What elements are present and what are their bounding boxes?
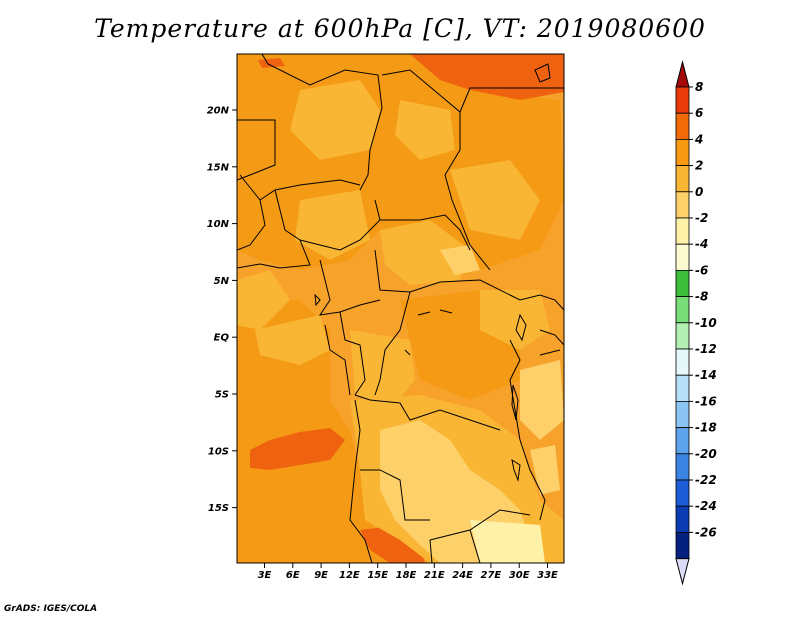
lon-tick-label: 18E (396, 570, 417, 581)
colorbar-swatch (675, 86, 690, 114)
colorbar-swatch (675, 322, 690, 350)
longitude-axis: 3E 6E 9E 12E 15E 18E 21E 24E 27E 30E 33E (258, 563, 558, 581)
lat-tick-label: 15N (207, 162, 230, 173)
colorbar-swatch (675, 348, 690, 376)
colorbar-label: -12 (695, 342, 717, 356)
colorbar-swatch (675, 269, 690, 297)
colorbar-top-arrow (675, 60, 690, 88)
colorbar-label: 6 (695, 106, 703, 120)
colorbar-bottom-arrow (675, 558, 690, 586)
colorbar-label: -22 (695, 473, 717, 487)
country-boundaries (237, 54, 564, 563)
colorbar-label: -20 (695, 447, 717, 461)
lon-tick-label: 27E (481, 570, 502, 581)
lat-tick-label: EQ (214, 333, 230, 344)
lat-tick-label: 10S (208, 446, 229, 457)
colorbar-label: 4 (694, 132, 703, 146)
colorbar-label: -26 (695, 525, 717, 539)
lon-tick-label: 30E (509, 570, 530, 581)
colorbar-label: -2 (695, 211, 708, 225)
temperature-field (237, 54, 564, 563)
lon-tick-label: 6E (286, 570, 300, 581)
lat-tick-label: 5N (214, 276, 230, 287)
colorbar: 8 6 4 2 0 -2 -4 -6 -8 -10 -12 -14 -16 -18 -20 -22 -24 -26 (675, 60, 717, 586)
latitude-axis: 20N 15N 10N 5N EQ 5S 10S 15S (207, 106, 237, 514)
colorbar-swatch (675, 453, 690, 481)
lon-tick-label: 21E (424, 570, 445, 581)
colorbar-label: -4 (695, 237, 708, 251)
colorbar-swatch (675, 479, 690, 507)
lon-tick-label: 3E (258, 570, 272, 581)
colorbar-label: -14 (695, 368, 717, 382)
colorbar-label: 8 (695, 80, 703, 94)
lat-tick-label: 15S (208, 503, 229, 514)
colorbar-label: 0 (695, 185, 703, 199)
lat-tick-label: 20N (207, 106, 230, 117)
colorbar-label: -18 (695, 421, 717, 435)
lon-tick-label: 12E (339, 570, 360, 581)
colorbar-swatch (675, 296, 690, 324)
colorbar-label: -10 (695, 316, 717, 330)
lon-tick-label: 15E (367, 570, 388, 581)
colorbar-swatch (675, 191, 690, 219)
colorbar-label: 2 (695, 159, 703, 173)
colorbar-swatch (675, 165, 690, 193)
colorbar-swatch (675, 400, 690, 428)
map-frame (236, 53, 565, 564)
colorbar-label: -24 (695, 499, 717, 513)
lon-tick-label: 24E (452, 570, 473, 581)
colorbar-swatch (675, 374, 690, 402)
colorbar-label: -16 (695, 394, 717, 408)
colorbar-label: -6 (695, 263, 708, 277)
colorbar-swatch (675, 112, 690, 140)
colorbar-swatch (675, 243, 690, 271)
colorbar-swatch (675, 138, 690, 166)
lat-tick-label: 5S (215, 390, 229, 401)
grads-credit: GrADS: IGES/COLA (4, 604, 98, 614)
colorbar-swatch (675, 217, 690, 245)
colorbar-swatch (675, 505, 690, 533)
colorbar-swatch (675, 532, 690, 560)
lat-tick-label: 10N (207, 219, 230, 230)
lon-tick-label: 9E (314, 570, 328, 581)
chart-title: Temperature at 600hPa [C], VT: 201908060… (94, 14, 706, 43)
colorbar-label: -8 (695, 290, 708, 304)
colorbar-swatch (675, 427, 690, 455)
lon-tick-label: 33E (537, 570, 558, 581)
